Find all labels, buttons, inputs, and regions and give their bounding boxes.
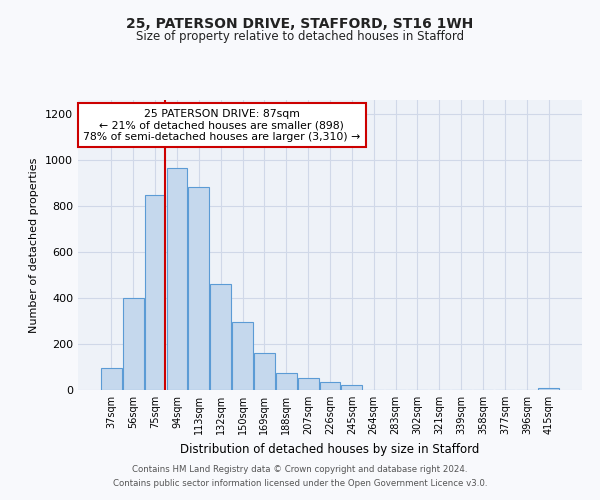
X-axis label: Distribution of detached houses by size in Stafford: Distribution of detached houses by size … [181,442,479,456]
Text: Contains HM Land Registry data © Crown copyright and database right 2024.
Contai: Contains HM Land Registry data © Crown c… [113,466,487,487]
Bar [538,388,559,390]
Bar [254,353,275,390]
Text: 25, PATERSON DRIVE, STAFFORD, ST16 1WH: 25, PATERSON DRIVE, STAFFORD, ST16 1WH [127,18,473,32]
Bar [210,284,231,390]
Bar [320,382,340,390]
Bar [298,378,319,390]
Bar [101,368,122,390]
Bar [276,374,296,390]
Bar [167,168,187,390]
Bar [145,195,166,390]
Bar [232,322,253,390]
Text: Size of property relative to detached houses in Stafford: Size of property relative to detached ho… [136,30,464,43]
Bar [123,298,143,390]
Bar [188,188,209,390]
Bar [341,386,362,390]
Y-axis label: Number of detached properties: Number of detached properties [29,158,40,332]
Text: 25 PATERSON DRIVE: 87sqm
← 21% of detached houses are smaller (898)
78% of semi-: 25 PATERSON DRIVE: 87sqm ← 21% of detach… [83,108,360,142]
